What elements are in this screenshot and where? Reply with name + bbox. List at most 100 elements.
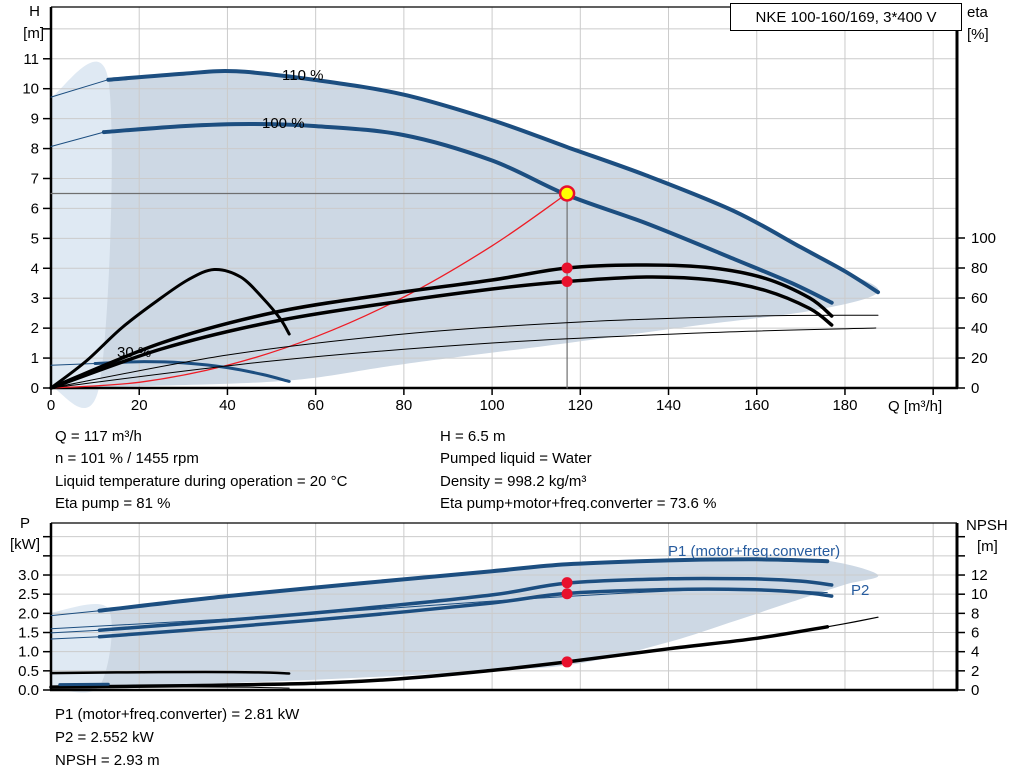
chart-text: 6 xyxy=(971,625,979,642)
p2-point xyxy=(561,588,573,600)
chart-text: 2.0 xyxy=(18,605,39,622)
chart-text: 3.0 xyxy=(18,567,39,584)
chart-text: 5 xyxy=(31,230,39,247)
chart-text: 20 xyxy=(971,350,988,367)
chart-text: 8 xyxy=(31,141,39,158)
chart-text: H xyxy=(29,3,40,20)
chart-text: 0 xyxy=(971,682,979,699)
chart-text: [%] xyxy=(967,26,989,43)
pump-curve-110 xyxy=(106,69,880,295)
pump-curve-100-thin xyxy=(50,131,105,147)
duty-point xyxy=(558,185,576,202)
chart-text: 2 xyxy=(31,320,39,337)
power-info: P1 (motor+freq.converter) = 2.81 kW P2 =… xyxy=(55,703,299,772)
info-line-eta-pump: Eta pump = 81 % xyxy=(55,495,171,513)
chart-text: 1 xyxy=(31,350,39,367)
chart-text: 8 xyxy=(971,605,979,622)
chart-text: 1.5 xyxy=(18,625,39,642)
chart-text: NPSH xyxy=(966,517,1008,534)
operating-envelope xyxy=(51,71,879,388)
chart-text: P xyxy=(20,515,30,532)
chart-text: 100 xyxy=(480,397,505,414)
info-line-eta-total: Eta pump+motor+freq.converter = 73.6 % xyxy=(440,495,717,513)
pump-curve-30-thin xyxy=(50,363,96,366)
power-thin-mid xyxy=(50,588,828,630)
duty-info-left: Q = 117 m³/h n = 101 % / 1455 rpm Liquid… xyxy=(55,426,347,516)
chart-text: 110 % xyxy=(282,67,323,84)
chart-text: 2 xyxy=(971,663,979,680)
npsh-curve-tail xyxy=(826,616,879,628)
eta-curve-thin-1 xyxy=(50,314,879,389)
p2-thin xyxy=(50,636,100,640)
p1-thin xyxy=(50,629,100,634)
chart-text: 6 xyxy=(31,200,39,217)
chart-text: P1 (motor+freq.converter) xyxy=(668,543,840,560)
flat-black-curve xyxy=(49,670,291,675)
chart-text: 1.0 xyxy=(18,644,39,661)
power-envelope-left-light xyxy=(51,604,112,693)
chart-text: 160 xyxy=(744,397,769,414)
chart-text: P2 xyxy=(851,582,869,599)
chart-text: 0 xyxy=(47,397,55,414)
info-line-p2: P2 = 2.552 kW xyxy=(55,729,154,746)
eta-pump-point xyxy=(561,262,573,274)
chart-text: 0 xyxy=(971,380,979,397)
thin-black-bottom xyxy=(50,686,290,689)
info-line-npsh: NPSH = 2.93 m xyxy=(55,752,160,769)
chart-text: 180 xyxy=(832,397,857,414)
chart-text: 0 xyxy=(31,380,39,397)
chart-text: 11 xyxy=(23,51,39,68)
chart-text: 100 xyxy=(971,230,996,247)
chart-text: eta xyxy=(967,4,989,21)
info-line-temperature: Liquid temperature during operation = 20… xyxy=(55,472,348,490)
chart-text: 7 xyxy=(31,170,39,187)
chart-text: 4 xyxy=(971,644,979,661)
chart-text: 0.0 xyxy=(18,682,39,699)
chart-text: 3 xyxy=(31,290,39,307)
eta-low-speed-arc xyxy=(49,267,291,390)
chart-text: 2.5 xyxy=(18,586,39,603)
chart-text: Q [m³/h] xyxy=(888,398,942,415)
info-line-density: Density = 998.2 kg/m³ xyxy=(440,472,587,490)
duty-info-right: H = 6.5 m Pumped liquid = Water Density … xyxy=(440,426,716,516)
system-curve-red xyxy=(50,192,568,389)
info-line-h: H = 6.5 m xyxy=(440,428,506,445)
chart-text: 30 % xyxy=(117,344,151,361)
p1-max-thin xyxy=(50,610,100,617)
pump-model-text: NKE 100-160/169, 3*400 V xyxy=(755,8,937,26)
chart-text: 80 xyxy=(971,260,988,277)
chart-text: 140 xyxy=(656,397,681,414)
chart-text: 40 xyxy=(219,397,236,414)
p1-curve xyxy=(97,576,834,632)
info-line-speed: n = 101 % / 1455 rpm xyxy=(55,450,199,468)
chart-text: 60 xyxy=(307,397,324,414)
chart-text: 10 xyxy=(22,81,39,98)
p1-max-curve xyxy=(97,557,830,613)
eta-curve-thin-2 xyxy=(50,327,877,389)
chart-text: 60 xyxy=(971,290,988,307)
chart-text: 10 xyxy=(971,586,988,603)
chart-text: [m] xyxy=(23,25,44,42)
p1-point xyxy=(561,577,573,589)
pump-model-badge: NKE 100-160/169, 3*400 V xyxy=(730,3,962,31)
chart-text: 0.5 xyxy=(18,663,39,680)
npsh-curve xyxy=(49,625,830,689)
chart-text: [kW] xyxy=(10,536,40,553)
eta-total-curve xyxy=(49,275,834,390)
info-line-liquid: Pumped liquid = Water xyxy=(440,450,592,468)
chart-text: 20 xyxy=(131,397,148,414)
chart-text: [m] xyxy=(977,538,998,555)
eta-total-point xyxy=(561,276,573,287)
chart-text: 9 xyxy=(31,111,39,128)
pump-curve-110-thin xyxy=(50,79,109,98)
chart-text: 40 xyxy=(971,320,988,337)
info-line-q: Q = 117 m³/h xyxy=(55,428,142,445)
eta-pump-curve xyxy=(49,263,834,390)
chart-text: 4 xyxy=(31,260,39,277)
pump-curve-100 xyxy=(101,122,834,305)
info-line-p1: P1 (motor+freq.converter) = 2.81 kW xyxy=(55,706,300,723)
pump-curve-30 xyxy=(93,360,291,383)
